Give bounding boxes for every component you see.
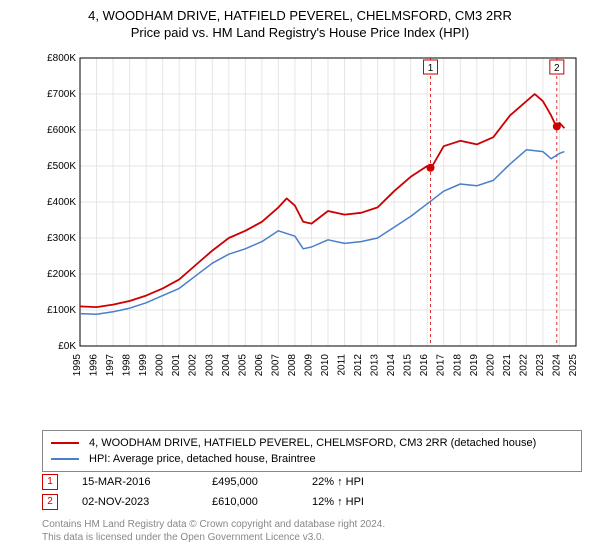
- svg-text:£500K: £500K: [47, 161, 76, 172]
- legend-swatch-hpi: [51, 458, 79, 460]
- footer-line2: This data is licensed under the Open Gov…: [42, 531, 582, 544]
- svg-text:2005: 2005: [237, 354, 248, 377]
- svg-text:2016: 2016: [419, 354, 430, 377]
- svg-text:£800K: £800K: [47, 53, 76, 64]
- sale-row-1: 1 15-MAR-2016 £495,000 22% ↑ HPI: [42, 472, 582, 492]
- svg-text:2024: 2024: [551, 354, 562, 377]
- svg-text:2013: 2013: [370, 354, 381, 377]
- sale-date-2: 02-NOV-2023: [82, 496, 212, 508]
- svg-text:2001: 2001: [171, 354, 182, 377]
- chart-container: 4, WOODHAM DRIVE, HATFIELD PEVEREL, CHEL…: [0, 0, 600, 560]
- legend-box: 4, WOODHAM DRIVE, HATFIELD PEVEREL, CHEL…: [42, 430, 582, 472]
- svg-text:1995: 1995: [72, 354, 83, 377]
- svg-text:£0K: £0K: [58, 341, 76, 352]
- svg-text:2007: 2007: [270, 354, 281, 377]
- sale-price-1: £495,000: [212, 476, 312, 488]
- svg-text:2: 2: [554, 63, 560, 74]
- legend-row-property: 4, WOODHAM DRIVE, HATFIELD PEVEREL, CHEL…: [51, 435, 573, 451]
- svg-text:1999: 1999: [138, 354, 149, 377]
- footer-attribution: Contains HM Land Registry data © Crown c…: [42, 518, 582, 544]
- svg-text:2008: 2008: [287, 354, 298, 377]
- svg-text:2022: 2022: [518, 354, 529, 377]
- svg-text:2012: 2012: [353, 354, 364, 377]
- sale-badge-1: 1: [42, 474, 58, 490]
- svg-text:£700K: £700K: [47, 89, 76, 100]
- chart-svg: £0K £100K £200K £300K £400K £500K £600K £700K £8…: [42, 52, 582, 392]
- legend-row-hpi: HPI: Average price, detached house, Brai…: [51, 451, 573, 467]
- svg-text:2019: 2019: [469, 354, 480, 377]
- svg-text:2009: 2009: [303, 354, 314, 377]
- svg-text:2023: 2023: [535, 354, 546, 377]
- footer-line1: Contains HM Land Registry data © Crown c…: [42, 518, 582, 531]
- sale-badge-2: 2: [42, 494, 58, 510]
- sale-date-1: 15-MAR-2016: [82, 476, 212, 488]
- sale-records: 1 15-MAR-2016 £495,000 22% ↑ HPI 2 02-NO…: [42, 472, 582, 512]
- sale-price-2: £610,000: [212, 496, 312, 508]
- svg-text:£400K: £400K: [47, 197, 76, 208]
- svg-text:2014: 2014: [386, 354, 397, 377]
- svg-text:£600K: £600K: [47, 125, 76, 136]
- svg-text:2006: 2006: [254, 354, 265, 377]
- svg-text:2015: 2015: [403, 354, 414, 377]
- legend-label-hpi: HPI: Average price, detached house, Brai…: [89, 453, 316, 465]
- svg-text:2002: 2002: [188, 354, 199, 377]
- svg-text:2010: 2010: [320, 354, 331, 377]
- svg-text:2025: 2025: [568, 354, 579, 377]
- title-block: 4, WOODHAM DRIVE, HATFIELD PEVEREL, CHEL…: [0, 0, 600, 40]
- sale-row-2: 2 02-NOV-2023 £610,000 12% ↑ HPI: [42, 492, 582, 512]
- svg-text:2000: 2000: [155, 354, 166, 377]
- svg-text:2004: 2004: [221, 354, 232, 377]
- svg-text:1: 1: [428, 63, 434, 74]
- legend-swatch-property: [51, 442, 79, 444]
- svg-text:2020: 2020: [485, 354, 496, 377]
- svg-text:2017: 2017: [436, 354, 447, 377]
- svg-text:£100K: £100K: [47, 305, 76, 316]
- svg-text:£300K: £300K: [47, 233, 76, 244]
- title-address: 4, WOODHAM DRIVE, HATFIELD PEVEREL, CHEL…: [0, 8, 600, 23]
- svg-text:1997: 1997: [105, 354, 116, 377]
- svg-text:2021: 2021: [502, 354, 513, 377]
- chart-plot-area: £0K £100K £200K £300K £400K £500K £600K £700K £8…: [42, 52, 582, 392]
- sale-pct-2: 12% ↑ HPI: [312, 496, 432, 508]
- svg-text:£200K: £200K: [47, 269, 76, 280]
- title-subtitle: Price paid vs. HM Land Registry's House …: [0, 25, 600, 40]
- svg-text:2018: 2018: [452, 354, 463, 377]
- svg-text:2011: 2011: [337, 354, 348, 376]
- sale-pct-1: 22% ↑ HPI: [312, 476, 432, 488]
- svg-text:2003: 2003: [204, 354, 215, 377]
- svg-text:1996: 1996: [89, 354, 100, 377]
- svg-text:1998: 1998: [122, 354, 133, 377]
- legend-label-property: 4, WOODHAM DRIVE, HATFIELD PEVEREL, CHEL…: [89, 437, 536, 449]
